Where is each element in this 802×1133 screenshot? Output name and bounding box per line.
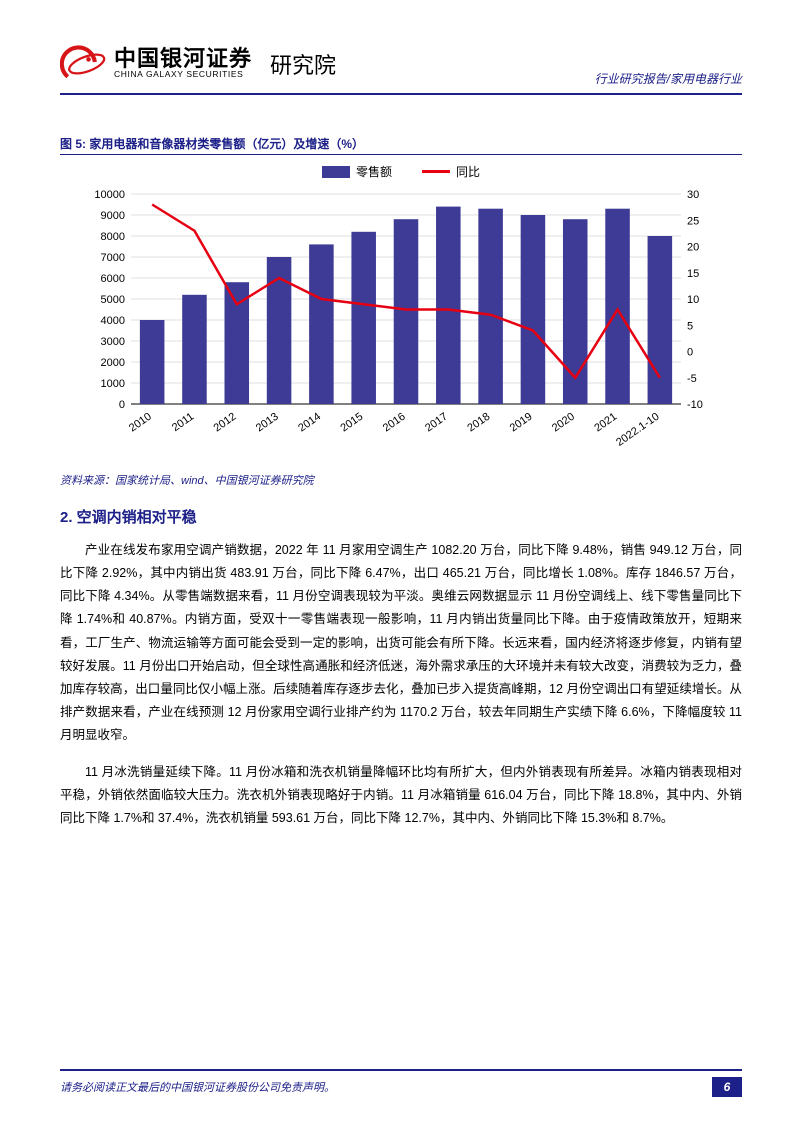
footer-disclaimer: 请务必阅读正文最后的中国银河证券股份公司免责声明。 <box>60 1079 335 1095</box>
section-heading: 2. 空调内销相对平稳 <box>60 506 742 527</box>
svg-text:2016: 2016 <box>381 411 408 435</box>
legend-bar: 零售额 <box>322 163 392 180</box>
svg-text:2022.1-10: 2022.1-10 <box>614 411 661 449</box>
svg-text:6000: 6000 <box>101 273 125 285</box>
svg-text:2010: 2010 <box>127 411 154 435</box>
svg-text:30: 30 <box>687 189 699 201</box>
svg-text:2017: 2017 <box>423 411 450 435</box>
svg-text:7000: 7000 <box>101 252 125 264</box>
logo-en: CHINA GALAXY SECURITIES <box>114 70 252 79</box>
svg-text:4000: 4000 <box>101 315 125 327</box>
svg-text:2015: 2015 <box>338 411 365 435</box>
svg-text:2000: 2000 <box>101 357 125 369</box>
svg-text:10: 10 <box>687 294 699 306</box>
legend-bar-swatch <box>322 166 350 178</box>
logo-cn: 中国银河证券 <box>114 48 252 70</box>
chart-legend: 零售额 同比 <box>60 163 742 180</box>
svg-text:2012: 2012 <box>212 411 239 435</box>
doc-class: 行业研究报告/家用电器行业 <box>595 70 742 87</box>
page-header: 中国银河证券 CHINA GALAXY SECURITIES 研究院 行业研究报… <box>60 40 742 87</box>
svg-text:0: 0 <box>687 347 693 359</box>
header-rule <box>60 93 742 95</box>
svg-text:9000: 9000 <box>101 210 125 222</box>
logo-text: 中国银河证券 CHINA GALAXY SECURITIES <box>114 48 252 79</box>
page-number: 6 <box>712 1077 742 1097</box>
legend-line-swatch <box>422 170 450 173</box>
logo-block: 中国银河证券 CHINA GALAXY SECURITIES 研究院 <box>60 41 336 87</box>
paragraph-1: 产业在线发布家用空调产销数据，2022 年 11 月家用空调生产 1082.20… <box>60 539 742 747</box>
figure-rule <box>60 154 742 155</box>
svg-text:20: 20 <box>687 242 699 254</box>
galaxy-logo-icon <box>60 41 106 87</box>
legend-bar-label: 零售额 <box>356 163 392 180</box>
svg-text:25: 25 <box>687 215 699 227</box>
footer-rule <box>60 1069 742 1071</box>
figure-source: 资料来源：国家统计局、wind、中国银河证券研究院 <box>60 472 742 488</box>
paragraph-2: 11 月冰洗销量延续下降。11 月份冰箱和洗衣机销量降幅环比均有所扩大，但内外销… <box>60 761 742 830</box>
legend-line-label: 同比 <box>456 163 480 180</box>
svg-text:3000: 3000 <box>101 336 125 348</box>
svg-text:-5: -5 <box>687 373 697 385</box>
svg-text:1000: 1000 <box>101 378 125 390</box>
svg-text:0: 0 <box>119 399 125 411</box>
figure-title: 图 5: 家用电器和音像器材类零售额（亿元）及增速（%） <box>60 135 742 152</box>
page-footer: 请务必阅读正文最后的中国银河证券股份公司免责声明。 6 <box>60 1069 742 1097</box>
svg-text:2021: 2021 <box>592 411 619 435</box>
svg-text:10000: 10000 <box>94 189 125 201</box>
svg-text:15: 15 <box>687 268 699 280</box>
svg-text:2019: 2019 <box>508 411 535 435</box>
svg-text:2014: 2014 <box>296 411 323 435</box>
chart: 0100020003000400050006000700080009000100… <box>81 184 721 464</box>
svg-text:2011: 2011 <box>170 411 196 434</box>
svg-text:2018: 2018 <box>465 411 492 435</box>
svg-text:2013: 2013 <box>254 411 281 435</box>
svg-text:-10: -10 <box>687 399 703 411</box>
svg-text:8000: 8000 <box>101 231 125 243</box>
svg-text:5000: 5000 <box>101 294 125 306</box>
svg-text:5: 5 <box>687 320 693 332</box>
institute-label: 研究院 <box>270 48 336 80</box>
chart-svg: 0100020003000400050006000700080009000100… <box>81 184 721 454</box>
svg-text:2020: 2020 <box>550 411 577 435</box>
legend-line: 同比 <box>422 163 480 180</box>
